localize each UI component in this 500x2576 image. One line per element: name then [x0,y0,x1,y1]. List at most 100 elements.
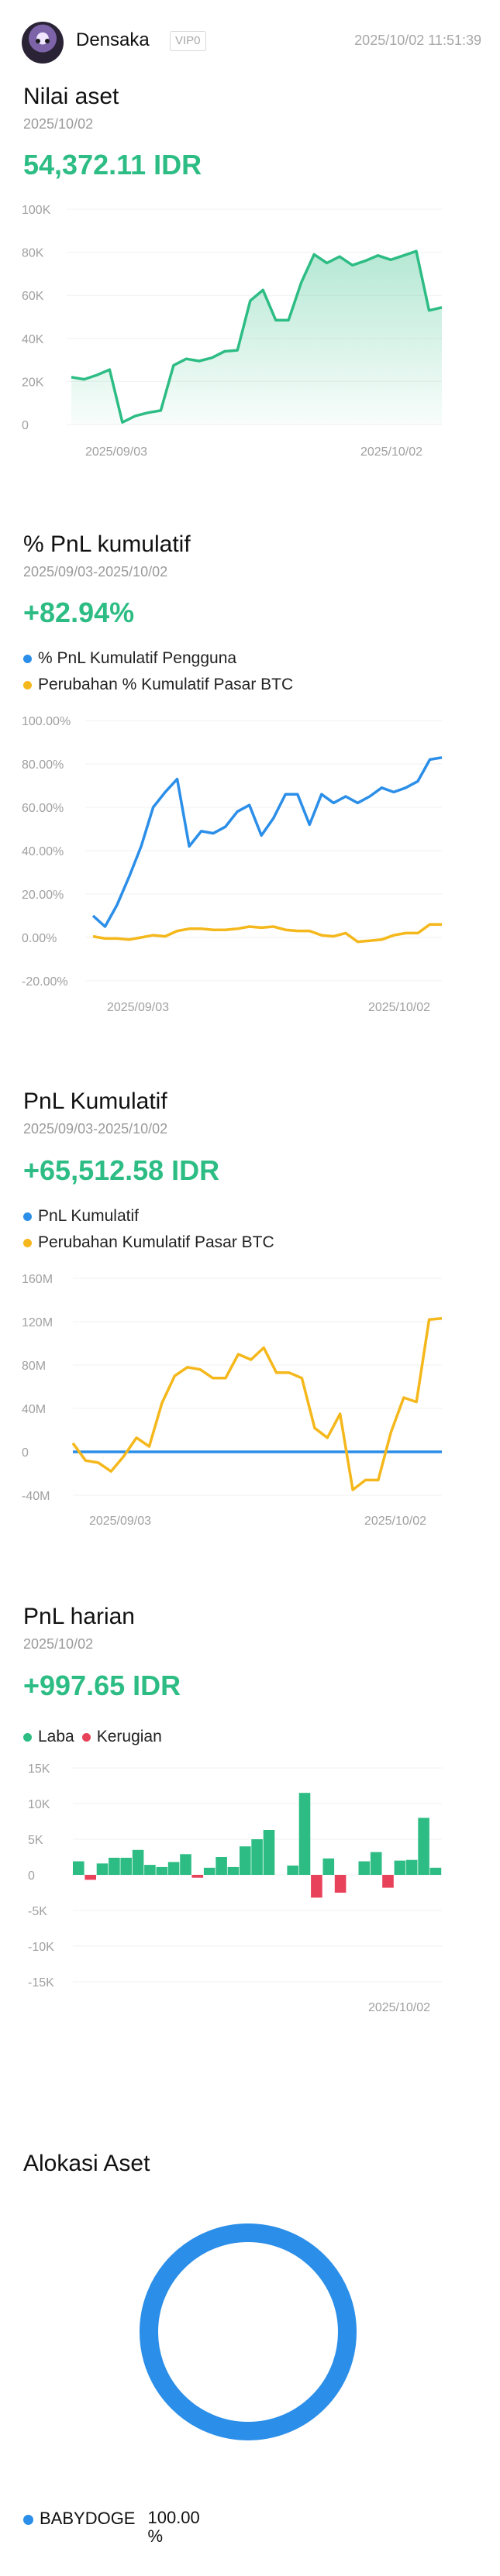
pnl-cum-legend-item[interactable]: PnL Kumulatif [23,1207,147,1226]
loss-bar [191,1875,204,1878]
profit-bar [167,1862,180,1875]
profit-bar [96,1863,109,1875]
pnl-pct-legend-item[interactable]: Perubahan % Kumulatif Pasar BTC [23,676,301,694]
asset-value-amount: 54,372.11 IDR [23,149,202,181]
pnl-pct-date-range: 2025/09/03-2025/10/02 [23,564,168,580]
legend-label-profit[interactable]: Laba [38,1728,74,1745]
legend-dot [23,1212,32,1221]
legend-label: Perubahan Kumulatif Pasar BTC [38,1233,274,1251]
pnl-daily-legend: Laba Kerugian [23,1728,170,1746]
pnl-pct-chart: -20.00% 0.00% 20.00% 40.00% 60.00% 80.00% 100.… [22,715,443,1014]
y-tick-label: -5K [28,1905,47,1918]
legend-label: Perubahan % Kumulatif Pasar BTC [38,676,294,693]
y-tick-label: 60.00% [22,802,64,815]
pnl-daily-date: 2025/10/02 [23,1636,94,1652]
legend-dot [23,654,32,663]
header-datetime: 2025/10/02 11:51:39 [354,33,481,48]
pnl-pct-title: % PnL kumulatif [23,531,191,557]
loss-bar [382,1875,394,1888]
legend-label: % PnL Kumulatif Pengguna [38,649,237,667]
pnl-daily-value: +997.65 IDR [23,1670,181,1701]
profit-bar [132,1849,144,1875]
y-tick-label: 20K [22,376,44,389]
avatar-eye [45,39,50,43]
profit-bar [144,1865,156,1875]
loss-bar [334,1875,347,1893]
allocation-legend-item[interactable]: BABYDOGE 100.00 % [23,2509,200,2546]
y-tick-label: 120M [22,1316,53,1329]
x-tick-label: 2025/10/02 [368,2001,430,2014]
y-tick-label: 160M [22,1273,53,1286]
x-tick-label: 2025/09/03 [107,1001,169,1014]
pnl-pct-legend-item[interactable]: % PnL Kumulatif Pengguna [23,649,244,668]
profit-bar [109,1857,120,1875]
y-tick-label: 10K [28,1798,50,1811]
y-tick-label: 80K [22,247,44,260]
legend-dot [23,1732,32,1742]
profit-bar [358,1861,371,1875]
legend-dot [23,2515,33,2525]
asset-value-title: Nilai aset [23,84,119,109]
y-tick-label: -15K [28,1976,54,1990]
pnl-cum-value: +65,512.58 IDR [23,1154,220,1186]
y-tick-label: 15K [28,1763,50,1776]
profit-bar [287,1866,298,1875]
loss-bar [84,1875,96,1880]
profit-bar [418,1818,429,1875]
profit-bar [227,1866,240,1875]
profit-bar [298,1793,311,1875]
legend-dot [23,1238,32,1247]
series-line-1 [71,1317,443,1491]
profit-bar [203,1867,216,1875]
avatar-eye [36,39,40,43]
y-tick-label: 40K [22,333,44,346]
pnl-cum-chart: -40M 0 40M 80M 120M 160M 2025/09/03 2025/10/02 [22,1273,443,1528]
avatar[interactable] [22,22,64,64]
asset-line [71,249,443,424]
profit-bar [429,1867,442,1875]
y-tick-label: 80.00% [22,758,64,772]
y-tick-label: 40M [22,1403,46,1416]
series-line-1 [92,923,442,944]
pnl-cum-title: PnL Kumulatif [23,1089,167,1114]
y-tick-label: 100K [22,204,51,217]
y-tick-label: 0 [22,419,29,432]
profit-bar [240,1846,251,1875]
asset-value-chart: 0 20K 40K 60K 80K 100K 2025/09/03 2025/10/02 [22,204,443,459]
profit-bar [180,1854,191,1875]
profit-bar [394,1860,406,1875]
y-tick-label: 0 [28,1869,35,1883]
legend-dot [23,680,32,690]
y-tick-label: 0.00% [22,932,57,945]
pnl-cum-legend-item[interactable]: Perubahan Kumulatif Pasar BTC [23,1233,282,1252]
loss-bar [311,1875,322,1898]
y-tick-label: 0 [22,1446,29,1460]
series-line-0 [91,756,443,928]
x-tick-label: 2025/10/02 [360,445,422,459]
allocation-donut-chart [140,2223,357,2440]
profit-bar [322,1858,335,1875]
y-tick-label: 80M [22,1360,46,1373]
profit-bar [251,1839,263,1875]
pnl-pct-value: +82.94% [23,597,135,628]
x-tick-label: 2025/10/02 [364,1515,426,1528]
y-tick-label: 100.00% [22,715,71,728]
x-tick-label: 2025/09/03 [89,1515,151,1528]
allocation-asset-name: BABYDOGE [40,2509,136,2528]
legend-label-loss[interactable]: Kerugian [96,1728,162,1745]
pnl-daily-title: PnL harian [23,1604,135,1629]
y-tick-label: 20.00% [22,889,64,902]
asset-area [71,251,442,425]
pnl-daily-chart: -15K -10K -5K 0 5K 10K 15K 2025/10/02 [28,1763,442,2014]
y-tick-label: 60K [22,290,44,303]
pnl-cum-date-range: 2025/09/03-2025/10/02 [23,1121,168,1137]
profit-bar [73,1861,84,1875]
legend-label: PnL Kumulatif [38,1207,139,1225]
allocation-title: Alokasi Aset [23,2151,150,2176]
y-tick-label: -40M [22,1490,50,1503]
vip-badge: VIP0 [170,31,206,51]
donut-slice [140,2223,357,2440]
legend-dot [81,1732,91,1742]
profit-bar [370,1852,382,1875]
y-tick-label: 40.00% [22,845,64,858]
